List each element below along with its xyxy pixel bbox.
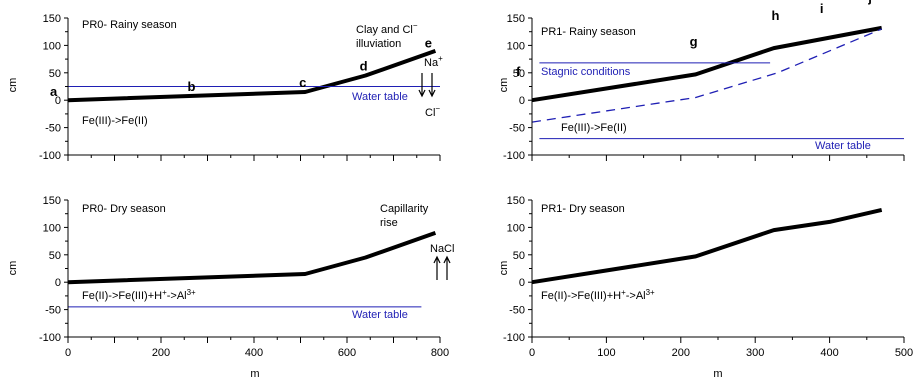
y-axis-label: cm [498,78,510,93]
y-tick-label: 100 [507,222,525,234]
y-axis-label: cm [7,78,19,93]
y-tick-label: 0 [55,95,61,107]
panel-pr0-rainy: 150 100 50 0 -50 -100 PR0- Rainy season cm a b… [7,13,443,162]
y-tick-label: -100 [39,332,61,344]
y-tick-label: -100 [503,150,525,162]
y-tick-label: 100 [507,40,525,52]
y-tick-label: -50 [509,305,525,317]
x-tick-label: 400 [820,347,838,359]
y-tick-label: 0 [55,277,61,289]
y-tick-label: -100 [503,332,525,344]
y-tick-label: 50 [513,68,525,80]
series-group [67,231,437,308]
stagnic-label: Stagnic conditions [541,66,631,78]
y-tick-label: 0 [519,277,525,289]
nacl-ion-label: NaCl [430,243,454,255]
x-axis-label: m [713,368,722,378]
point-label-i: i [820,1,824,16]
panel-title: PR0- Rainy season [82,19,177,31]
x-tick-label: 200 [152,347,170,359]
y-tick-labels: 150 100 50 0 -50 -100 [39,13,68,162]
process-label: Fe(III)->Fe(II) [561,122,627,134]
panel-title: PR1- Rainy season [541,26,636,38]
x-axis-label: m [250,368,259,378]
cl-ion-label: Cl− [425,104,440,119]
point-label-b: b [188,79,196,94]
y-tick-label: -50 [509,123,525,135]
point-label-f: f [516,64,521,79]
y-tick-labels: 150 100 50 0 -50 -100 [39,195,68,344]
x-tick-label: 100 [597,347,615,359]
y-tick-labels: 150 100 50 0 -50 -100 [503,13,532,162]
point-label-h: h [772,8,780,23]
water-table-label: Water table [352,91,408,103]
y-tick-label: 100 [43,222,61,234]
point-label-a: a [50,84,58,99]
capillarity-label-line2: rise [380,217,398,229]
down-arrows-icon [418,73,436,98]
illuviation-label-line1: Clay and Cl− [356,21,418,36]
panel-title: PR1- Dry season [541,203,625,215]
x-tick-labels [67,155,441,161]
y-tick-label: -100 [39,150,61,162]
point-label-g: g [690,34,698,49]
y-axis-label: cm [498,261,510,276]
x-tick-labels [531,155,905,161]
x-tick-label: 800 [431,347,449,359]
y-tick-label: 100 [43,40,61,52]
up-arrows-icon [433,255,451,280]
point-label-d: d [360,59,368,74]
x-tick-label: 600 [338,347,356,359]
series-group [67,49,440,103]
water-level-dashed-line [531,28,882,123]
surface-profile-line [531,25,883,103]
x-tick-labels: 0 100 200 300 400 500 [529,337,913,359]
y-axis-label: cm [7,261,19,276]
na-ion-label: Na+ [424,54,443,69]
x-tick-labels: 0 200 400 600 800 [65,337,449,359]
surface-profile-line [67,231,437,285]
y-tick-label: 150 [43,195,61,207]
process-label: Fe(III)->Fe(II) [82,115,148,127]
panel-title: PR0- Dry season [82,203,166,215]
point-labels: f g h i j [516,0,872,79]
y-tick-labels: 150 100 50 0 -50 -100 [503,195,532,344]
surface-profile-line [531,207,883,285]
x-tick-label: 400 [245,347,263,359]
water-table-label: Water table [352,309,408,321]
water-table-label: Water table [815,140,871,152]
point-label-j: j [867,0,872,5]
y-tick-label: 50 [49,68,61,80]
panel-pr1-rainy: 150 100 50 0 -50 -100 PR1- Rainy season cm f g… [498,0,905,162]
capillarity-label-line1: Capillarity [380,203,429,215]
x-tick-label: 500 [895,347,913,359]
series-group [531,25,904,140]
point-labels: a b c d e [50,36,432,100]
panel-pr0-dry: 150 100 50 0 -50 -100 0 200 400 600 800 PR0- Dry … [7,195,454,380]
illuviation-label-line2: illuviation [356,38,401,50]
series-group [531,207,883,285]
x-tick-label: 0 [65,347,71,359]
surface-profile-line [67,49,437,103]
process-label: Fe(II)->Fe(III)+H+->Al3+ [541,288,655,302]
y-tick-label: 50 [49,250,61,262]
y-tick-label: 150 [507,195,525,207]
y-tick-label: -50 [45,305,61,317]
y-tick-label: 150 [507,13,525,25]
x-tick-label: 0 [529,347,535,359]
x-tick-label: 300 [746,347,764,359]
y-tick-label: 50 [513,250,525,262]
y-tick-label: 0 [519,95,525,107]
point-label-c: c [299,75,306,90]
point-label-e: e [425,36,432,51]
y-tick-label: 150 [43,13,61,25]
y-tick-label: -50 [45,123,61,135]
x-tick-label: 200 [672,347,690,359]
process-label: Fe(II)->Fe(III)+H+->Al3+ [82,288,196,302]
